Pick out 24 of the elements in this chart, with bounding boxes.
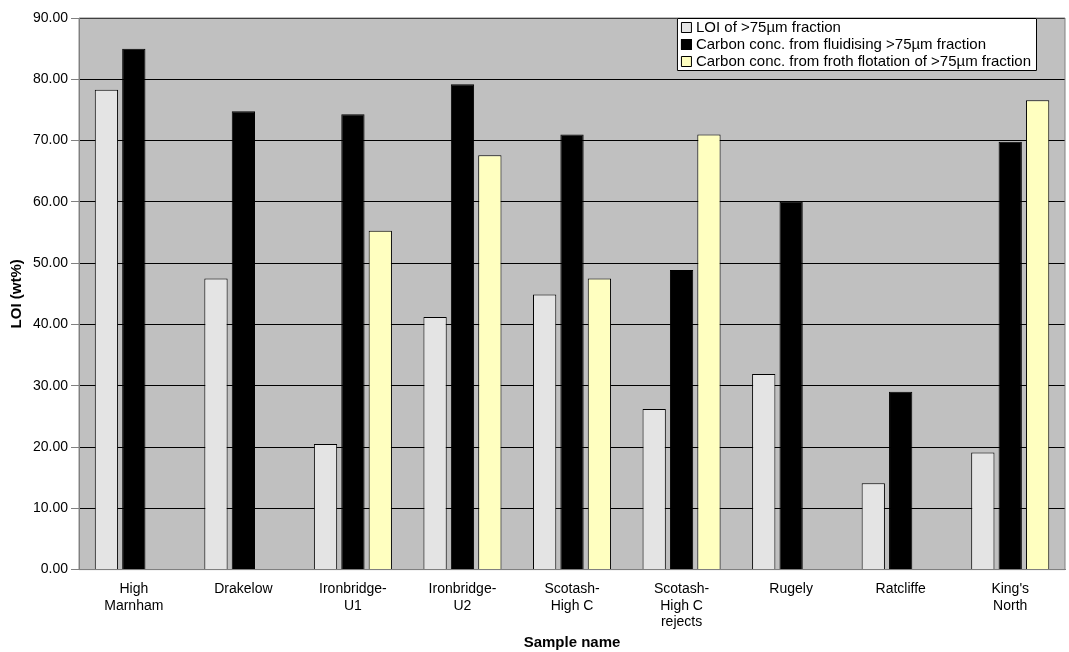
y-tick-label: 90.00 <box>32 8 69 25</box>
x-tick-label: Ironbridge-U1 <box>319 579 388 613</box>
y-tick-label: 40.00 <box>32 315 69 332</box>
y-tick-label: 0.00 <box>40 560 69 577</box>
y-tick-label: 70.00 <box>32 131 69 148</box>
y-tick-label: 50.00 <box>32 254 69 271</box>
x-axis-title: Sample name <box>523 633 621 651</box>
y-tick-label: 80.00 <box>32 70 69 87</box>
y-tick-label: 20.00 <box>32 437 69 454</box>
y-axis-title: LOI (wt%) <box>7 259 25 329</box>
x-tick-label: King's North <box>991 579 1030 613</box>
legend-label: Carbon conc. from fluidising >75µm fraction <box>695 34 986 52</box>
y-tick-label: 60.00 <box>32 192 69 209</box>
y-tick-label: 10.00 <box>32 499 69 516</box>
x-tick-label: Ratcliffe <box>875 579 927 596</box>
legend-label: Carbon conc. from froth flotation of >75µm fraction <box>695 51 1032 69</box>
x-tick-label: High Marnham <box>104 579 164 613</box>
x-tick-label: Ironbridge-U2 <box>428 579 497 613</box>
legend-label: LOI of >75µm fraction <box>695 17 841 35</box>
y-tick-label: 30.00 <box>32 376 69 393</box>
x-tick-label: Scotash-High C <box>544 579 600 613</box>
x-tick-label: Drakelow <box>214 579 274 596</box>
x-tick-label: Scotash-High C rejects <box>653 579 710 630</box>
x-tick-label: Rugely <box>769 579 813 596</box>
